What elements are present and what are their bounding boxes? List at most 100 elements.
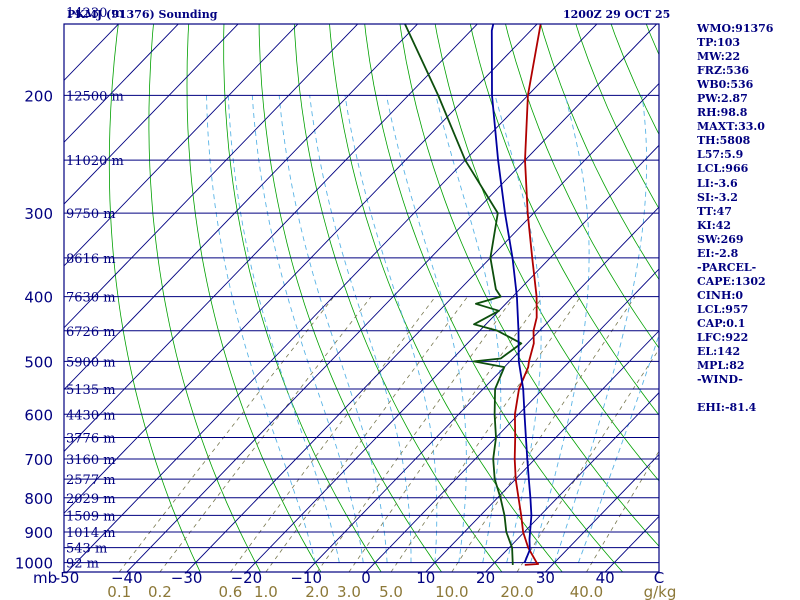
mixing-ratio-label: 10.0 [435,583,468,600]
isotherm [64,24,179,143]
dry-adiabat [399,24,659,547]
height-label: 4430 m [66,408,116,423]
temperature-tick-label: 40 [596,569,615,587]
stability-index-panel: WMO:91376 TP:103 MW:22 FRZ:536 WB0:536 PW:2.8… [697,22,797,415]
dry-adiabat [258,24,442,572]
index-line: -WIND- [697,373,743,387]
index-line: LFC:922 [697,331,749,345]
temperature-tick-label: 0 [361,569,371,587]
height-label: 1509 m [66,509,116,524]
mixing-ratio-label: 3.0 [337,583,361,600]
height-label: 3160 m [66,453,116,468]
mixing-ratio-label: 0.1 [107,583,131,600]
dry-adiabat [469,24,659,416]
pressure-label: 900 [24,524,53,542]
dry-adiabat [505,24,659,349]
index-line: -PARCEL- [697,260,757,274]
dewpoint-trace [403,24,523,565]
pressure-unit-label: mb [33,569,57,587]
height-label: 1014 m [66,526,116,541]
pressure-label: 700 [24,451,53,469]
chart-time: 1200Z 29 OCT 25 [563,8,671,21]
temperature-tick-label: 30 [536,569,555,587]
isotherm [66,24,598,572]
height-label: 7630 m [66,291,116,306]
plot-area [64,24,659,572]
moist-adiabat [309,95,412,563]
index-line: TP:103 [697,36,741,50]
mixing-ratio-line [516,348,659,572]
height-label: 5900 m [66,355,116,370]
index-line: CAP:0.1 [697,316,746,330]
mixing-ratio-line [316,296,515,572]
pressure-label: 400 [24,289,53,307]
temperature-tick-label: 20 [476,569,495,587]
height-label: 2577 m [66,473,116,488]
index-line: LI:-3.6 [697,176,738,190]
index-line: MW:22 [697,50,741,64]
index-line: RH:98.8 [697,106,748,120]
pressure-label: 300 [24,205,53,223]
mixing-ratio-label: 5.0 [379,583,403,600]
index-line: CINH:0 [697,288,744,302]
height-label: 543 m [66,542,107,557]
index-line: EHI:-81.4 [697,401,757,415]
temperature-tick-label: −10 [290,569,322,587]
index-line: EL:142 [697,345,741,359]
isotherm [64,24,359,329]
height-label: 9750 m [66,207,116,222]
index-line: LCL:957 [697,302,749,316]
isotherm [64,24,239,205]
temperature-trace [513,24,542,566]
dry-adiabat [186,24,322,572]
parcel-trace [490,24,533,563]
index-line: LCL:966 [697,162,749,176]
mixing-ratio-label: 1.0 [254,583,278,600]
mixing-ratio-label: 40.0 [570,583,603,600]
dry-adiabat [293,24,503,572]
mixing-ratio-label: 2.0 [305,583,329,600]
index-line: TH:5808 [697,134,751,148]
dry-adiabat [364,24,623,572]
dry-adiabat [329,24,563,572]
moist-adiabat [344,95,438,563]
index-line: FRZ:536 [697,64,750,78]
index-line: CAPE:1302 [697,274,766,288]
pressure-label: 800 [24,490,53,508]
index-line: SI:-3.2 [697,190,738,204]
dry-adiabat [434,24,659,482]
mixing-ratio-line [390,296,581,572]
temperature-tick-label: -50 [55,569,80,587]
height-label: 3776 m [66,432,116,447]
temperature-unit-label: C [654,569,664,587]
index-line: MAXT:33.0 [697,120,765,134]
mixing-ratio-label: 0.6 [218,583,242,600]
mixing-ratio-label: 20.0 [500,583,533,600]
index-line: WMO:91376 [697,22,774,35]
mixing-ratio-label: 0.2 [148,583,172,600]
dry-adiabat [575,24,659,210]
dry-adiabat [148,24,261,572]
isotherm [64,24,299,267]
moist-adiabat [278,95,388,563]
height-label: 5135 m [66,383,116,398]
height-label: 11020 m [66,154,124,169]
chart-title: PKMJ (91376) Sounding [67,8,218,21]
height-label: 12500 m [66,89,124,104]
isotherm [64,24,419,391]
index-line: PW:2.87 [697,92,748,106]
height-label: 92 m [66,557,99,572]
mixing-ratio-line [265,296,468,572]
temperature-tick-label: −30 [171,569,203,587]
mixing-ratio-line [586,450,659,572]
height-label: 6726 m [66,325,116,340]
moist-adiabat [227,95,340,563]
pressure-label: 1000 [15,555,53,573]
index-line [697,387,797,401]
index-line: MPL:82 [697,359,745,373]
mixing-ratio-line [451,296,636,572]
index-line: KI:42 [697,218,732,232]
pressure-label: 500 [24,353,53,371]
mixing-ratio-line [348,296,544,572]
